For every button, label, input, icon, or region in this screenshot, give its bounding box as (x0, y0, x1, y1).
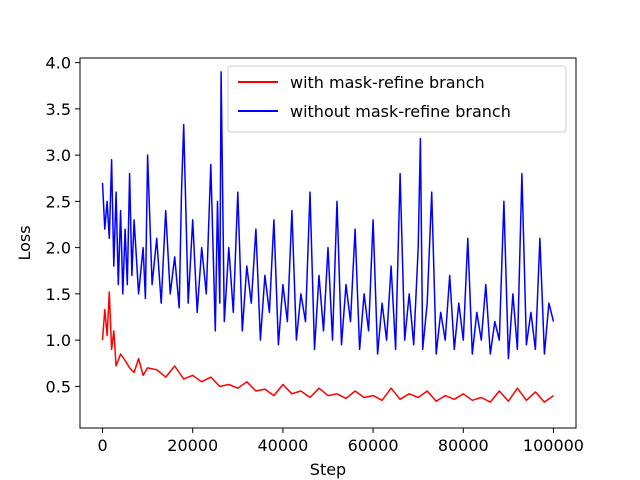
series-line-0 (101, 291, 554, 403)
y-tick-label: 3.5 (46, 100, 71, 119)
series-line-1 (101, 71, 555, 360)
x-axis-label: Step (310, 460, 346, 479)
y-tick-label: 3.0 (46, 146, 71, 165)
y-tick-label: 0.5 (46, 377, 71, 396)
legend-label-with-mask-refine: with mask-refine branch (290, 73, 485, 92)
y-axis-label: Loss (15, 225, 34, 260)
x-tick-label: 100000 (523, 436, 584, 455)
y-tick-label: 1.0 (46, 331, 71, 350)
legend-box (227, 65, 567, 133)
y-axis-ticks: 0.5 1.0 1.5 2.0 2.5 3.0 3.5 4.0 (46, 54, 80, 396)
y-tick-label: 2.5 (46, 192, 71, 211)
x-tick-label: 60000 (348, 436, 399, 455)
y-tick-label: 1.5 (46, 285, 71, 304)
x-tick-label: 20000 (167, 436, 218, 455)
x-tick-label: 40000 (257, 436, 308, 455)
y-tick-label: 2.0 (46, 239, 71, 258)
x-tick-label: 0 (97, 436, 107, 455)
y-tick-label: 4.0 (46, 54, 71, 73)
plot-frame (79, 57, 577, 429)
legend: with mask-refine branch without mask-ref… (227, 65, 567, 133)
x-axis-ticks: 0 20000 40000 60000 80000 100000 (97, 428, 584, 455)
plot-lines (101, 71, 555, 403)
legend-label-without-mask-refine: without mask-refine branch (290, 102, 511, 121)
x-tick-label: 80000 (438, 436, 489, 455)
